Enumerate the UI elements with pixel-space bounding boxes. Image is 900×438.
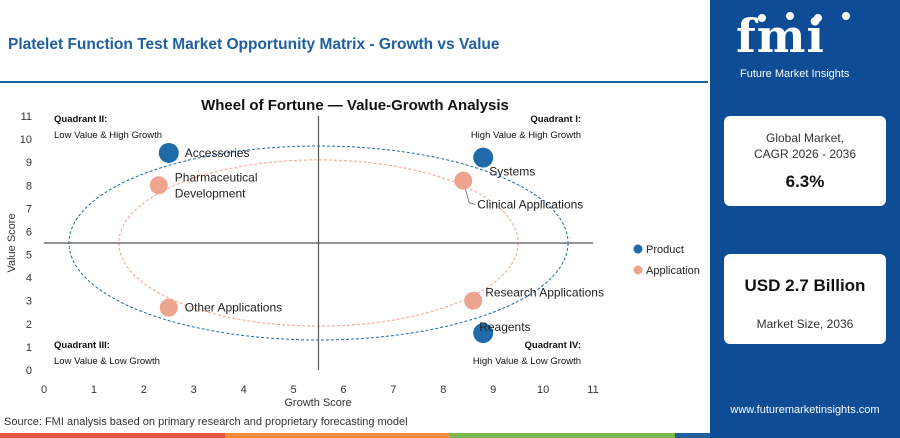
y-tick-label: 9 bbox=[26, 157, 32, 169]
page-title: Platelet Function Test Market Opportunit… bbox=[8, 36, 500, 53]
cagr-label-line2: CAGR 2026 - 2036 bbox=[753, 147, 857, 161]
cagr-value: 6.3% bbox=[785, 172, 825, 191]
x-tick-label: 7 bbox=[390, 384, 396, 396]
x-tick-label: 0 bbox=[41, 384, 47, 396]
x-tick-label: 1 bbox=[91, 384, 97, 396]
y-tick-label: 2 bbox=[26, 319, 32, 331]
x-tick-label: 5 bbox=[290, 384, 296, 396]
y-tick-label: 4 bbox=[26, 273, 32, 285]
opportunity-matrix-chart: Wheel of Fortune — Value-Growth Analysis… bbox=[6, 97, 700, 409]
point-application bbox=[454, 171, 473, 190]
point-label: Pharmaceutical Development bbox=[175, 170, 258, 200]
point-label: Clinical Applications bbox=[477, 198, 583, 212]
market-size-label: Market Size, 2036 bbox=[756, 317, 854, 331]
quadrant-title: Quadrant III: bbox=[54, 340, 110, 351]
point-label: Systems bbox=[489, 165, 535, 179]
point-label: Accessories bbox=[185, 146, 250, 160]
x-axis-title: Growth Score bbox=[284, 397, 351, 409]
quadrant-dividers bbox=[44, 116, 593, 370]
market-size-card: USD 2.7 Billion Market Size, 2036 bbox=[724, 254, 886, 344]
chart-area: Wheel of Fortune — Value-Growth Analysis… bbox=[0, 86, 710, 416]
bottom-bar-segment bbox=[0, 433, 225, 438]
point-product bbox=[473, 323, 494, 344]
y-tick-label: 1 bbox=[26, 342, 32, 354]
y-tick-label: 7 bbox=[26, 203, 32, 215]
point-application bbox=[149, 176, 168, 195]
y-tick-label: 0 bbox=[26, 365, 32, 377]
market-size-value: USD 2.7 Billion bbox=[744, 276, 866, 295]
quadrant-subtitle: High Value & Low Growth bbox=[473, 356, 581, 367]
x-tick-label: 10 bbox=[537, 384, 549, 396]
bottom-bar-segment bbox=[450, 433, 675, 438]
axis-ticks: 0 1 2 3 4 5 6 7 8 9 10 11 0 1 2 3 4 5 6 7 8 9 10 11 bbox=[20, 111, 599, 396]
logo-subtitle: Future Market Insights bbox=[740, 68, 850, 80]
fmi-logo[interactable]: fmi Future Market Insights bbox=[730, 8, 880, 80]
y-tick-label: 5 bbox=[26, 250, 32, 262]
x-tick-label: 4 bbox=[241, 384, 247, 396]
point-application bbox=[464, 291, 483, 310]
quadrant-subtitle: High Value & High Growth bbox=[471, 130, 581, 141]
legend-label: Product bbox=[646, 244, 684, 256]
website-link[interactable]: www.futuremarketinsights.com bbox=[730, 404, 880, 416]
title-divider bbox=[0, 81, 708, 83]
cagr-label-line1: Global Market, bbox=[765, 131, 845, 145]
cagr-card: Global Market, CAGR 2026 - 2036 6.3% bbox=[724, 116, 886, 206]
point-product bbox=[158, 142, 179, 163]
y-tick-label: 10 bbox=[20, 134, 32, 146]
y-axis-title: Value Score bbox=[6, 213, 18, 272]
quadrant-labels: Quadrant II: Low Value & High Growth Quadr… bbox=[54, 114, 581, 367]
quadrant-title: Quadrant I: bbox=[530, 114, 581, 125]
x-tick-label: 11 bbox=[587, 384, 598, 396]
legend-label: Application bbox=[646, 265, 700, 277]
legend-marker bbox=[633, 244, 643, 254]
point-product bbox=[473, 147, 494, 168]
point-label: Research Applications bbox=[485, 286, 604, 300]
y-tick-label: 6 bbox=[26, 226, 32, 238]
quadrant-title: Quadrant II: bbox=[54, 114, 107, 125]
x-tick-label: 8 bbox=[440, 384, 446, 396]
quadrant-subtitle: Low Value & High Growth bbox=[54, 130, 162, 141]
x-tick-label: 9 bbox=[490, 384, 496, 396]
x-tick-label: 2 bbox=[141, 384, 147, 396]
sidebar: fmi Future Market Insights Global Market… bbox=[710, 0, 900, 438]
point-label: Other Applications bbox=[185, 301, 282, 315]
x-tick-label: 3 bbox=[191, 384, 197, 396]
logo-letters: fmi bbox=[736, 9, 825, 63]
chart-title: Wheel of Fortune — Value-Growth Analysis bbox=[201, 97, 509, 114]
quadrant-subtitle: Low Value & Low Growth bbox=[54, 356, 160, 367]
bottom-bar-segment bbox=[225, 433, 450, 438]
y-tick-label: 3 bbox=[26, 296, 32, 308]
y-tick-label: 11 bbox=[21, 111, 32, 123]
label-leader-line bbox=[464, 188, 476, 206]
quadrant-title: Quadrant IV: bbox=[525, 340, 581, 351]
logo-figures-icon bbox=[758, 12, 850, 22]
source-note: Source: FMI analysis based on primary re… bbox=[4, 416, 408, 428]
legend-marker bbox=[633, 265, 643, 275]
data-points: Accessories Systems Reagents Pharmaceutical… bbox=[149, 142, 604, 344]
y-tick-label: 8 bbox=[26, 180, 32, 192]
legend: Product Application bbox=[633, 244, 700, 277]
point-application bbox=[159, 298, 178, 317]
x-tick-label: 6 bbox=[340, 384, 346, 396]
point-label: Reagents bbox=[479, 320, 530, 334]
